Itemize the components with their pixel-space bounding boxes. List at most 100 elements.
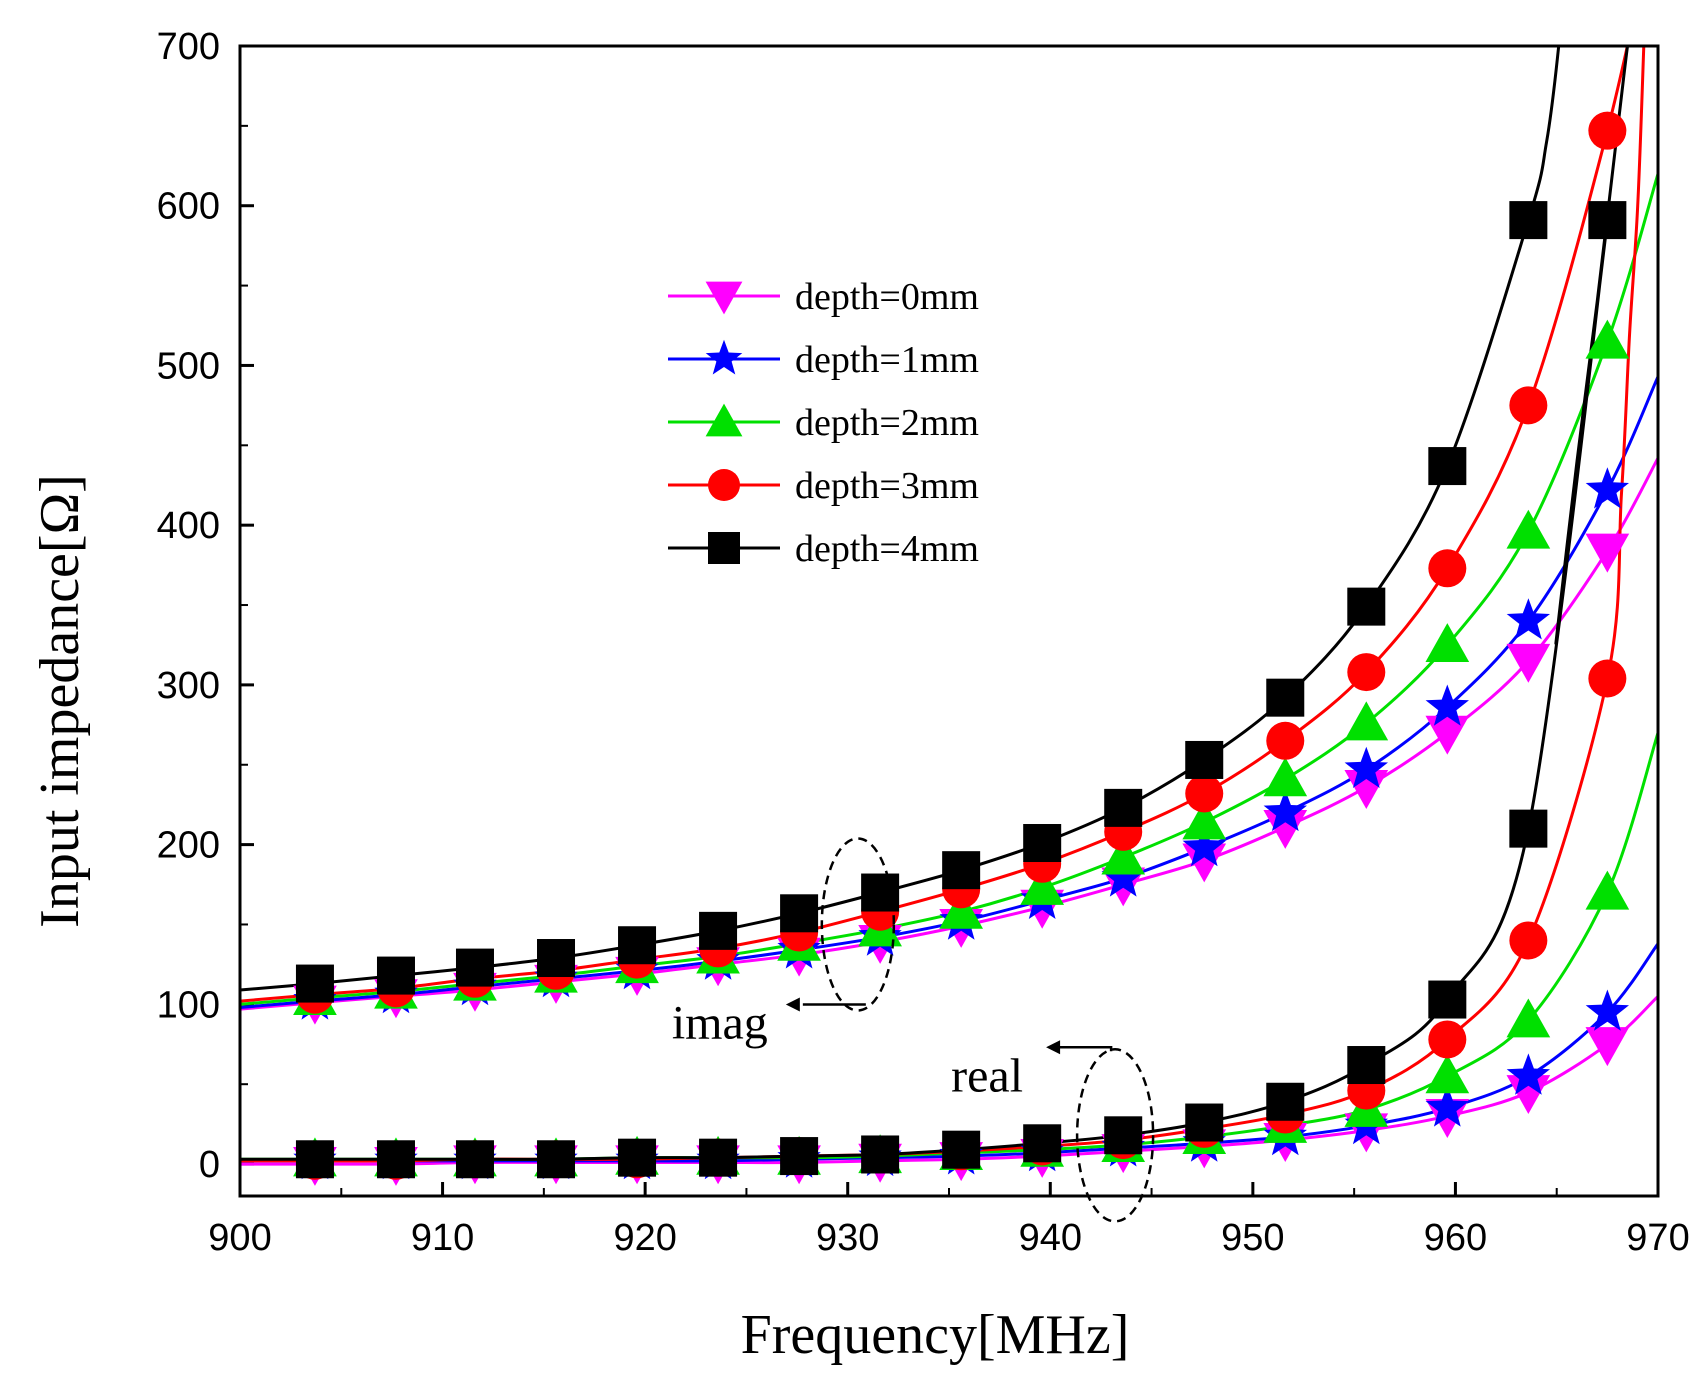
y-tick-label: 200 [157,825,220,867]
point-real-depth-4mm [780,1137,819,1176]
plot-frame [238,44,1660,1198]
point-real-depth-3mm [1588,659,1627,698]
point-real-depth-0mm [1506,1075,1551,1115]
point-imag-depth-2mm [1425,623,1470,663]
point-imag-depth-0mm [1506,643,1551,683]
point-imag-depth-0mm [1182,843,1227,883]
point-imag-depth-1mm [1425,684,1469,726]
imag-arrowhead [785,997,800,1012]
point-imag-depth-3mm [1509,386,1548,425]
point-imag-depth-4mm [1266,678,1305,717]
point-real-depth-4mm [1023,1124,1062,1163]
x-tick-label: 910 [411,1217,474,1259]
y-tick-label: 700 [157,26,220,68]
point-real-depth-2mm [1425,1054,1470,1094]
y-tick-label: 400 [157,505,220,547]
x-tick-label: 950 [1221,1217,1284,1259]
imag-ellipse [820,837,896,1012]
point-imag-depth-3mm [1428,549,1467,588]
point-imag-depth-4mm [780,894,819,933]
point-real-depth-4mm [455,1140,494,1179]
point-real-depth-1mm [1585,989,1629,1031]
legend-label: depth=4mm [795,528,979,570]
y-axis-title: Input impedance[Ω] [29,474,91,928]
point-real-depth-4mm [699,1138,738,1177]
point-imag-depth-2mm [1263,757,1308,797]
point-imag-depth-4mm [1428,447,1467,486]
legend-label: depth=3mm [795,465,979,507]
y-tick-label: 600 [157,186,220,228]
x-tick-label: 900 [208,1217,271,1259]
series-layer [240,46,1658,1186]
point-real-depth-4mm [1104,1116,1143,1155]
point-imag-depth-1mm [1263,789,1307,832]
point-real-depth-4mm [1588,201,1627,240]
point-imag-depth-4mm [942,851,981,890]
x-tick-label: 940 [1019,1217,1082,1259]
legend: depth=0mm depth=1mm depth=2mm depth=3mm dept… [668,276,979,570]
point-imag-depth-1mm [1585,467,1629,509]
legend-marker [705,339,743,375]
point-imag-depth-3mm [1185,774,1224,813]
legend-marker [705,403,743,437]
point-imag-depth-1mm [1101,855,1145,897]
point-imag-depth-2mm [939,889,984,929]
x-tick-label: 920 [613,1217,676,1259]
point-imag-depth-1mm [1344,746,1388,788]
point-real-depth-4mm [1509,809,1548,848]
real-ellipse [1075,1048,1155,1223]
point-imag-depth-4mm [455,948,494,987]
point-imag-depth-3mm [1266,721,1305,760]
point-imag-depth-4mm [1347,587,1386,626]
point-real-depth-4mm [1185,1103,1224,1142]
x-tick-label: 960 [1424,1217,1487,1259]
point-imag-depth-4mm [1104,788,1143,827]
real-label: real [951,1049,1023,1102]
point-imag-depth-3mm [1588,111,1627,150]
point-real-depth-4mm [537,1140,576,1179]
point-real-depth-1mm [1506,1053,1550,1095]
x-axis-title: Frequency[MHz] [741,1304,1130,1366]
point-imag-depth-0mm [1585,533,1630,573]
point-imag-depth-4mm [1023,824,1062,863]
point-imag-depth-0mm [1263,809,1308,849]
point-imag-depth-0mm [1425,715,1470,755]
legend-label: depth=1mm [795,339,979,381]
x-tick-label: 970 [1626,1217,1689,1259]
y-tick-label: 500 [157,345,220,387]
real-arrow [1058,1046,1113,1052]
y-tick-label: 0 [199,1144,220,1186]
point-imag-depth-2mm [1506,509,1551,549]
point-real-depth-4mm [1347,1046,1386,1085]
axes-layer: 900 910 920 930 940 950 960 970 0 100 200 300 400 500… [157,26,1690,1259]
point-real-depth-4mm [1428,980,1467,1019]
point-imag-depth-1mm [1506,598,1550,640]
point-real-depth-2mm [1585,870,1630,910]
annotation-layer: imag real [672,837,1155,1223]
y-tick-label: 300 [157,665,220,707]
y-tick-label: 100 [157,984,220,1026]
line-imag-depth-2mm [240,173,1658,1006]
point-real-depth-4mm [1266,1082,1305,1121]
point-imag-depth-4mm [537,939,576,978]
legend-marker [708,469,740,501]
point-imag-depth-2mm [1344,701,1389,741]
point-real-depth-3mm [1509,921,1548,960]
point-real-depth-4mm [942,1130,981,1169]
legend-marker [705,281,743,315]
point-imag-depth-4mm [376,956,415,995]
point-imag-depth-4mm [1185,740,1224,779]
point-real-depth-0mm [1585,1027,1630,1067]
point-imag-depth-4mm [1509,201,1548,240]
point-real-depth-4mm [295,1140,334,1179]
point-imag-depth-4mm [699,911,738,950]
x-tick-label: 930 [816,1217,879,1259]
point-imag-depth-2mm [1101,835,1146,875]
point-imag-depth-4mm [618,926,657,965]
legend-label: depth=0mm [795,276,979,318]
point-real-depth-4mm [618,1138,657,1177]
imag-label: imag [672,996,768,1049]
point-real-depth-1mm [1425,1085,1469,1127]
point-real-depth-4mm [376,1140,415,1179]
